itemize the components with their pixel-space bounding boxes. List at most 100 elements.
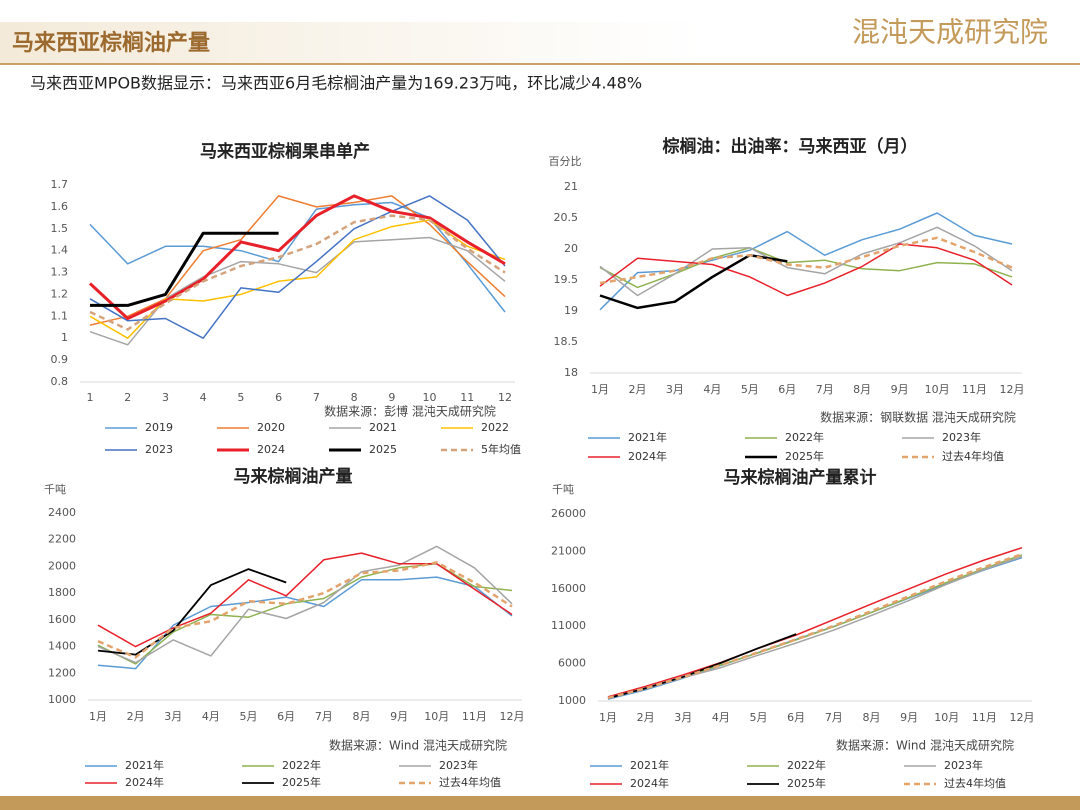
source-note: 数据来源：钢联数据 混沌天成研究院 bbox=[820, 410, 1016, 425]
series-line bbox=[599, 236, 1013, 285]
x-tick-label: 2月 bbox=[127, 710, 145, 723]
legend-label: 2022 bbox=[481, 421, 509, 434]
x-tick-label: 9月 bbox=[390, 710, 408, 723]
y-tick-label: 16000 bbox=[551, 582, 586, 595]
x-tick-label: 4月 bbox=[703, 383, 721, 396]
legend-label: 2025年 bbox=[785, 449, 824, 463]
series-line bbox=[599, 247, 1013, 289]
legend-label: 2025年 bbox=[282, 775, 321, 789]
x-tick-label: 5月 bbox=[240, 710, 258, 723]
y-tick-label: 1.7 bbox=[51, 178, 69, 191]
legend-label: 2021年 bbox=[630, 758, 669, 772]
chart-title: 马来棕榈油产量累计 bbox=[724, 467, 877, 488]
x-tick-label: 3月 bbox=[666, 383, 684, 396]
legend-label: 过去4年均值 bbox=[942, 449, 1004, 463]
source-note: 数据来源：Wind 混沌天成研究院 bbox=[329, 738, 507, 753]
series-line bbox=[599, 253, 788, 310]
y-tick-label: 1.4 bbox=[51, 244, 69, 257]
logo: 混沌天成研究院 bbox=[852, 16, 1048, 49]
y-tick-label: 1.2 bbox=[51, 287, 69, 300]
y-tick-label: 1600 bbox=[48, 613, 76, 626]
y-tick-label: 1 bbox=[61, 331, 68, 344]
x-tick-label: 7月 bbox=[816, 383, 834, 396]
x-tick-label: 3月 bbox=[164, 710, 182, 723]
legend-label: 2023年 bbox=[942, 430, 981, 444]
legend-label: 2021年 bbox=[628, 430, 667, 444]
x-tick-label: 12 bbox=[498, 391, 512, 404]
series-line bbox=[97, 552, 513, 648]
series-line bbox=[89, 195, 506, 339]
x-tick-label: 12月 bbox=[1010, 711, 1035, 724]
x-tick-label: 2月 bbox=[637, 711, 655, 724]
x-tick-label: 1月 bbox=[89, 710, 107, 723]
x-tick-label: 5月 bbox=[741, 383, 759, 396]
y-tick-label: 21000 bbox=[551, 544, 586, 557]
legend-label: 2024年 bbox=[630, 776, 669, 790]
series-line bbox=[88, 194, 506, 320]
series-line bbox=[89, 195, 506, 326]
legend-label: 2024年 bbox=[125, 775, 164, 789]
unit-label: 百分比 bbox=[549, 155, 582, 168]
legend-label: 2025 bbox=[369, 443, 397, 456]
legend-label: 5年均值 bbox=[481, 442, 521, 456]
x-tick-label: 10 bbox=[423, 391, 437, 404]
series-line bbox=[97, 545, 513, 664]
x-tick-label: 10月 bbox=[934, 711, 959, 724]
y-tick-label: 1.6 bbox=[51, 200, 69, 213]
y-tick-label: 0.8 bbox=[51, 375, 69, 388]
x-tick-label: 6月 bbox=[787, 711, 805, 724]
series-line bbox=[599, 243, 1013, 297]
legend-label: 2024 bbox=[257, 443, 285, 456]
x-tick-label: 8 bbox=[351, 391, 358, 404]
legend-label: 2022年 bbox=[787, 758, 826, 772]
series-line bbox=[599, 212, 1013, 311]
x-tick-label: 1月 bbox=[591, 383, 609, 396]
y-tick-label: 6000 bbox=[558, 657, 586, 670]
legend-label: 2023 bbox=[145, 443, 173, 456]
y-tick-label: 1.5 bbox=[51, 222, 69, 235]
x-tick-label: 12月 bbox=[1000, 383, 1025, 396]
legend-label: 过去4年均值 bbox=[439, 775, 501, 789]
summary: 马来西亚MPOB数据显示：马来西亚6月毛棕榈油产量为169.23万吨，环比减少4… bbox=[30, 74, 642, 93]
x-tick-label: 8月 bbox=[853, 383, 871, 396]
x-tick-label: 5月 bbox=[750, 711, 768, 724]
header-title: 马来西亚棕榈油产量 bbox=[12, 30, 210, 56]
unit-label: 千吨 bbox=[44, 483, 66, 496]
legend-label: 2023年 bbox=[944, 758, 983, 772]
legend-label: 2021 bbox=[369, 421, 397, 434]
x-tick-label: 10月 bbox=[424, 710, 449, 723]
y-tick-label: 1.3 bbox=[51, 266, 69, 279]
series-line bbox=[89, 214, 506, 331]
series-line bbox=[599, 226, 1013, 297]
x-tick-label: 5 bbox=[237, 391, 244, 404]
x-tick-label: 1月 bbox=[599, 711, 617, 724]
series-line bbox=[607, 546, 1023, 698]
y-tick-label: 20.5 bbox=[554, 211, 579, 224]
x-tick-label: 10月 bbox=[925, 383, 950, 396]
x-tick-label: 9月 bbox=[891, 383, 909, 396]
footer-band bbox=[0, 796, 1080, 810]
x-tick-label: 4 bbox=[200, 391, 207, 404]
x-tick-label: 2 bbox=[124, 391, 131, 404]
y-tick-label: 18.5 bbox=[554, 335, 579, 348]
series-line bbox=[90, 231, 279, 307]
chart-title: 马来棕榈油产量 bbox=[234, 466, 353, 487]
legend-label: 2019 bbox=[145, 421, 173, 434]
legend-label: 2025年 bbox=[787, 776, 826, 790]
x-tick-label: 4月 bbox=[712, 711, 730, 724]
y-tick-label: 1800 bbox=[48, 586, 76, 599]
legend-label: 2022年 bbox=[282, 758, 321, 772]
legend-label: 2022年 bbox=[785, 430, 824, 444]
legend-label: 2024年 bbox=[628, 449, 667, 463]
y-tick-label: 19.5 bbox=[554, 273, 579, 286]
series-line bbox=[97, 561, 513, 659]
x-tick-label: 11 bbox=[460, 391, 474, 404]
y-tick-label: 1400 bbox=[48, 640, 76, 653]
x-tick-label: 6 bbox=[275, 391, 282, 404]
x-tick-label: 11月 bbox=[962, 383, 987, 396]
x-tick-label: 2月 bbox=[628, 383, 646, 396]
y-tick-label: 19 bbox=[564, 304, 578, 317]
x-tick-label: 6月 bbox=[778, 383, 796, 396]
